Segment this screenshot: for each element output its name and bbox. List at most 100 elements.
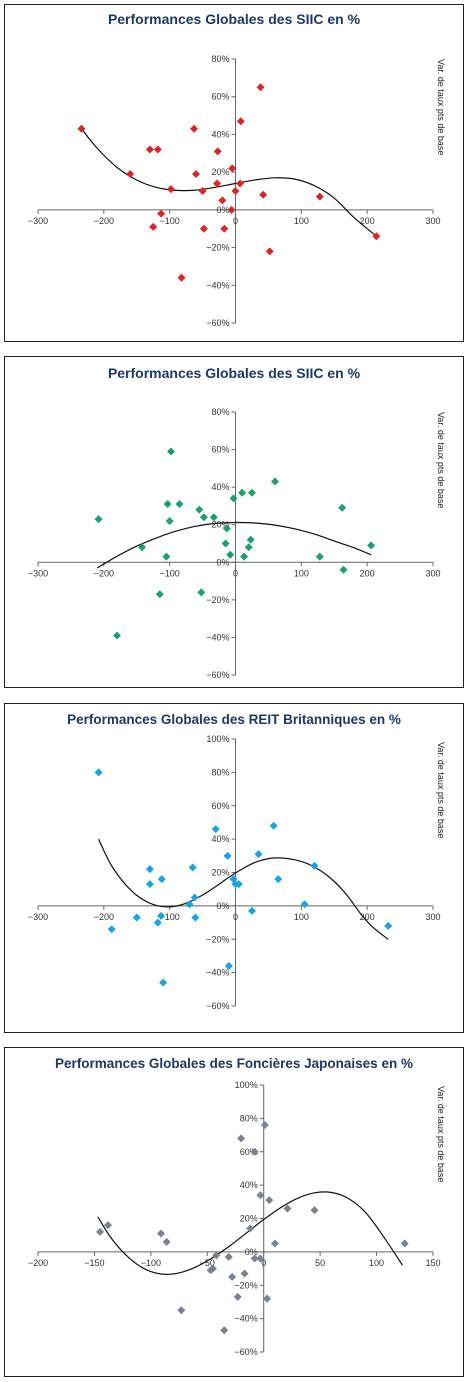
data-point [218,196,227,205]
data-point [237,1134,246,1143]
data-point [274,875,283,884]
data-point [212,1251,221,1260]
x-tick-label: 200 [360,912,375,922]
data-point [94,515,103,524]
x-tick-label: 100 [369,1258,384,1268]
y-tick-label: −20% [206,595,229,605]
data-point [195,505,204,514]
y-tick-label: 0% [216,901,229,911]
x-tick-label: 300 [425,568,440,578]
data-point [339,565,348,574]
data-point [166,185,175,194]
y-tick-label: −40% [234,1314,257,1324]
chart-svg-2: Performances Globales des SIIC en % Var.… [28,365,446,680]
data-point [236,117,245,126]
chart-panel-3: Performances Globales des REIT Britanniq… [4,703,464,1033]
data-point [197,588,206,597]
chart-panel-4: Performances Globales des Foncières Japo… [4,1047,464,1377]
data-point [271,477,279,486]
data-point [250,1254,259,1263]
y-tick-label: 100% [206,734,229,744]
data-point [177,1306,186,1315]
data-point [145,865,154,874]
data-point [199,224,208,233]
data-point [209,513,218,522]
data-point [213,147,222,156]
data-point [228,164,237,173]
data-point [157,911,166,920]
data-point [259,190,268,199]
data-point [162,552,171,561]
data-point [271,1239,279,1248]
data-point [157,209,166,218]
chart-svg-4: Performances Globales des Foncières Japo… [28,1056,446,1357]
trendline [96,521,372,569]
data-point [145,880,154,889]
x-tick-label: −200 [94,216,114,226]
data-point [149,222,158,231]
y-tick-label: 100% [235,1080,258,1090]
y-tick-label: 0% [216,205,229,215]
x-tick-label: 100 [294,568,309,578]
data-point [77,124,86,133]
data-point [220,1326,229,1335]
y-tick-label: 40% [211,482,229,492]
data-point [94,768,103,777]
data-point [190,893,199,902]
chart-svg-1: Performances Globales des SIIC en % Var.… [28,11,446,328]
x-tick-label: 200 [360,568,375,578]
data-point [256,1191,265,1200]
x-tick-label: −50 [200,1258,215,1268]
x-tick-label: −300 [28,216,48,226]
data-point [310,1206,319,1215]
x-tick-label: 100 [294,912,309,922]
y-tick-label: 20% [240,1214,258,1224]
data-point [138,543,147,552]
y-tick-label: 80% [211,767,229,777]
data-point [153,918,162,927]
y-tick-label: 20% [211,520,229,530]
data-point [113,631,121,640]
data-point [211,825,220,834]
y-tick-label: 80% [211,54,229,64]
data-point [153,145,162,154]
chart-title-2: Performances Globales des SIIC en % [108,365,361,381]
y-tick-label: −60% [206,318,229,328]
data-point [96,1227,105,1236]
data-point [224,961,233,970]
data-point [234,880,243,889]
data-point [400,1239,409,1248]
x-tick-label: 150 [425,1258,440,1268]
data-point [162,1237,171,1246]
data-point [145,145,154,154]
x-tick-label: 0 [233,568,238,578]
data-point [191,913,200,922]
data-point [244,543,253,552]
data-point [283,1204,292,1213]
x-tick-label: −150 [84,1258,104,1268]
data-point [269,821,278,830]
y-tick-label: 60% [211,801,229,811]
y-tick-label: −40% [206,968,229,978]
x-tick-label: −200 [28,1258,48,1268]
data-point [157,875,166,884]
data-point [103,1221,112,1230]
y-axis-label-4: Var. de taux pts de base [436,1086,446,1182]
data-point [250,1147,259,1156]
data-point [246,535,255,544]
data-point [228,1272,237,1281]
data-point [372,232,381,241]
data-point [247,488,256,497]
data-point [256,1254,265,1263]
data-point [198,187,207,195]
data-point [240,1269,249,1278]
x-tick-label: 0 [233,912,238,922]
y-axis-label-2: Var. de taux pts de base [436,412,446,508]
y-tick-label: 40% [240,1180,258,1190]
y-tick-label: 60% [240,1147,258,1157]
data-point [338,503,347,512]
y-axis-label-3: Var. de taux pts de base [436,742,446,838]
y-axis-label-1: Var. de taux pts de base [436,59,446,155]
y-tick-label: −60% [234,1347,257,1357]
data-point [177,273,186,282]
